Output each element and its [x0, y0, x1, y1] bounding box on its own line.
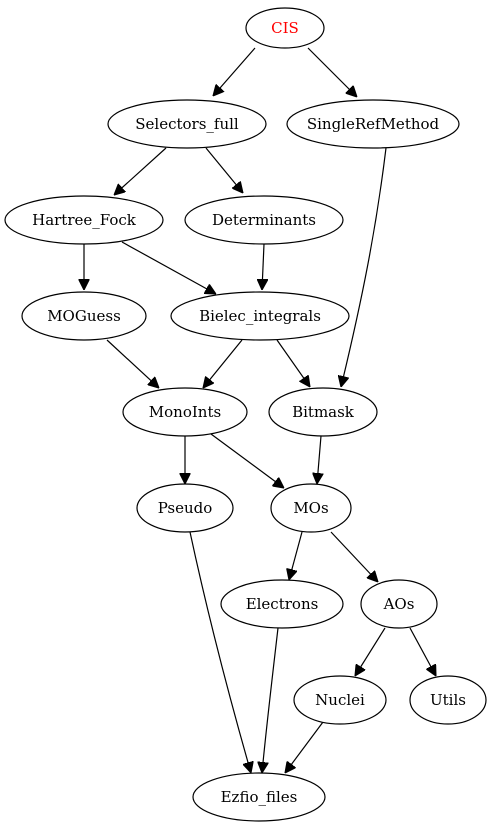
- node-electrons: Electrons: [220, 579, 344, 629]
- node-label-monoints: MonoInts: [149, 403, 221, 421]
- node-nuclei: Nuclei: [293, 675, 387, 725]
- node-label-bitmask: Bitmask: [292, 403, 355, 421]
- node-label-cis: CIS: [271, 19, 299, 37]
- edge-mos-electrons: [289, 531, 303, 580]
- node-label-selectors-full: Selectors_full: [135, 115, 239, 133]
- node-aos: AOs: [360, 579, 438, 629]
- node-hartree-fock: Hartree_Fock: [4, 195, 164, 245]
- edge-determinants-bielec-integrals: [262, 243, 264, 290]
- node-label-aos: AOs: [383, 595, 415, 613]
- nodes: CIS Selectors_full SingleRefMethod Hartr…: [4, 7, 487, 822]
- node-ezfio-files: Ezfio_files: [192, 772, 326, 822]
- node-cis: CIS: [245, 7, 325, 49]
- edge-bitmask-mos: [317, 435, 321, 484]
- edge-electrons-ezfio-files: [262, 627, 279, 773]
- edge-moguess-monoints: [106, 339, 159, 388]
- node-label-singlerefmethod: SingleRefMethod: [307, 115, 440, 133]
- edges: [84, 47, 436, 773]
- node-label-moguess: MOGuess: [47, 307, 121, 325]
- edge-cis-singlerefmethod: [307, 47, 357, 97]
- edge-selectors-full-hartree-fock: [114, 147, 167, 195]
- edge-cis-selectors-full: [213, 47, 256, 96]
- node-label-pseudo: Pseudo: [158, 499, 213, 517]
- edge-bielec-integrals-monoints: [203, 339, 243, 388]
- node-singlerefmethod: SingleRefMethod: [286, 99, 460, 149]
- edge-selectors-full-determinants: [205, 147, 243, 193]
- node-determinants: Determinants: [184, 195, 344, 245]
- node-label-bielec-integrals: Bielec_integrals: [199, 307, 321, 325]
- edge-bielec-integrals-bitmask: [276, 339, 310, 387]
- node-bielec-integrals: Bielec_integrals: [170, 291, 350, 341]
- edge-aos-nuclei: [355, 627, 386, 676]
- node-bitmask: Bitmask: [268, 387, 378, 437]
- edge-monoints-mos: [210, 433, 284, 488]
- edge-hartree-fock-bielec-integrals: [121, 241, 216, 294]
- node-pseudo: Pseudo: [136, 483, 234, 533]
- node-utils: Utils: [409, 675, 487, 725]
- node-label-electrons: Electrons: [246, 595, 319, 613]
- node-monoints: MonoInts: [122, 387, 248, 437]
- edge-aos-utils: [409, 627, 436, 676]
- node-label-hartree-fock: Hartree_Fock: [32, 211, 137, 229]
- edge-nuclei-ezfio-files: [285, 721, 324, 773]
- node-label-nuclei: Nuclei: [315, 691, 365, 709]
- node-label-determinants: Determinants: [212, 211, 316, 229]
- edge-mos-aos: [330, 531, 378, 582]
- node-label-ezfio-files: Ezfio_files: [221, 788, 298, 806]
- node-mos: MOs: [270, 483, 352, 533]
- edge-pseudo-ezfio-files: [189, 531, 251, 773]
- node-label-mos: MOs: [293, 499, 328, 517]
- node-selectors-full: Selectors_full: [107, 99, 267, 149]
- node-moguess: MOGuess: [21, 291, 147, 341]
- edge-singlerefmethod-bitmask: [341, 147, 387, 387]
- node-label-utils: Utils: [430, 691, 466, 709]
